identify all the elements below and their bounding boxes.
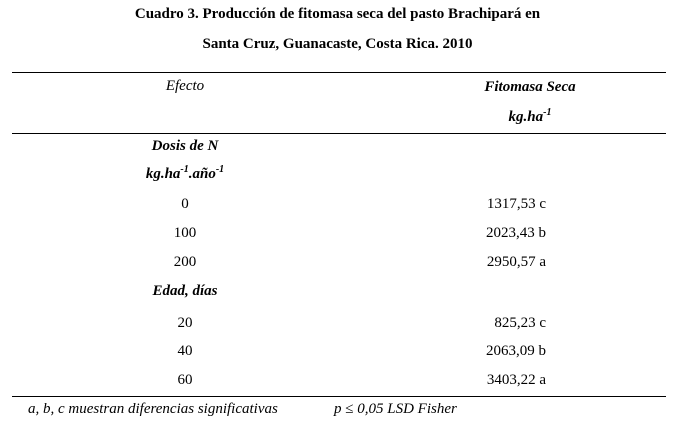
- table-title-line-1: Cuadro 3. Producción de fitomasa seca de…: [134, 6, 541, 22]
- row-value: 3403,22 a: [486, 372, 546, 388]
- footnote-test: p ≤ 0,05 LSD Fisher: [334, 401, 457, 417]
- header-rule: [12, 133, 666, 134]
- header-fitomasa: Fitomasa Seca: [484, 79, 576, 95]
- bottom-rule: [12, 396, 666, 397]
- row-effect: 20: [177, 315, 193, 331]
- group-unit-dosis: kg.ha-1.año-1: [145, 164, 225, 183]
- row-effect: 200: [173, 254, 197, 270]
- row-value: 1317,53 c: [486, 196, 546, 212]
- footnote-significance: a, b, c muestran diferencias significati…: [28, 401, 278, 417]
- row-value: 2023,43 b: [486, 225, 546, 241]
- header-effect: Efecto: [165, 78, 205, 94]
- row-effect: 0: [181, 196, 189, 212]
- row-value: 2063,09 b: [486, 343, 546, 359]
- top-rule: [12, 72, 666, 73]
- row-effect: 100: [173, 225, 197, 241]
- group-label-edad: Edad, días: [152, 283, 218, 299]
- row-value: 2950,57 a: [486, 254, 546, 270]
- row-effect: 40: [177, 343, 193, 359]
- group-label-dosis: Dosis de N: [151, 138, 219, 154]
- header-unit: kg.ha-1: [508, 107, 552, 126]
- row-effect: 60: [177, 372, 193, 388]
- table-title-line-2: Santa Cruz, Guanacaste, Costa Rica. 2010: [202, 36, 473, 52]
- row-value: 825,23 c: [494, 315, 546, 331]
